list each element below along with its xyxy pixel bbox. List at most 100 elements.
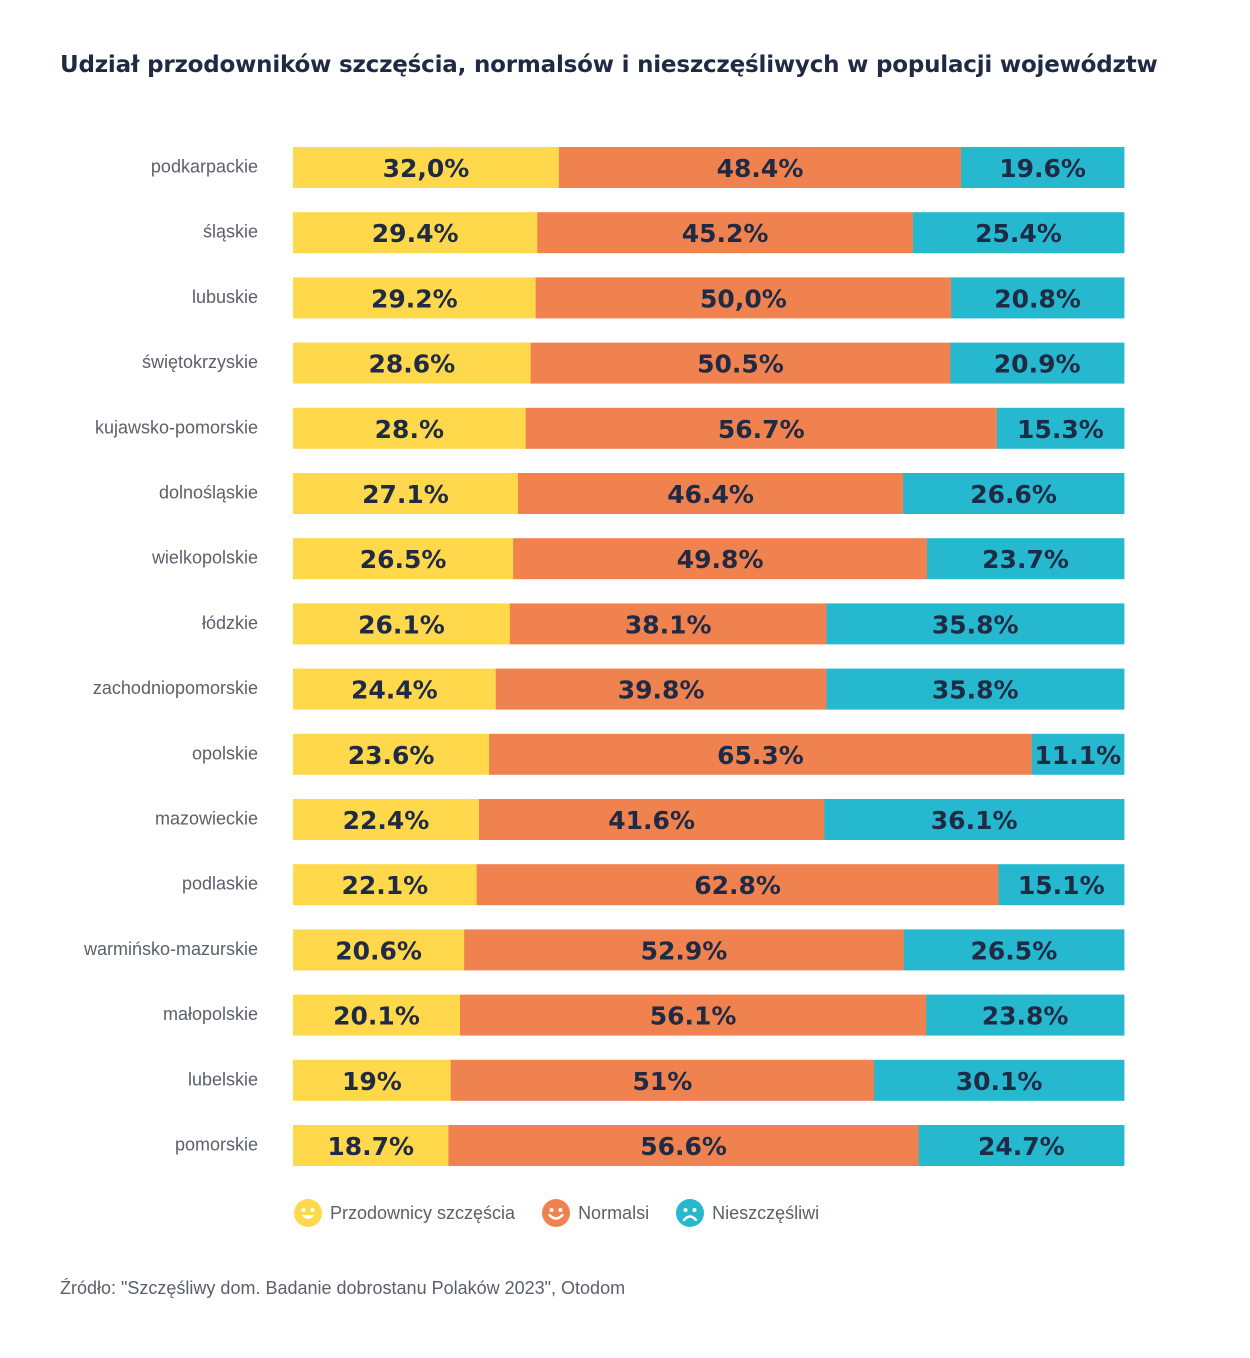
bar-segment-happy [293, 799, 480, 840]
data-label-happy: 28.% [375, 415, 444, 444]
data-label-happy: 22.1% [341, 871, 428, 900]
bar-segment-happy [293, 864, 478, 906]
category-label: dolnośląskie [159, 483, 258, 503]
bar-segment-happy [293, 668, 497, 710]
data-label-happy: 23.6% [348, 741, 435, 770]
legend-label-normal: Normalsi [578, 1202, 650, 1223]
data-label-unhappy: 35.8% [932, 676, 1019, 705]
legend-label-happy: Przodownicy szczęścia [330, 1202, 516, 1223]
bar-segment-unhappy [1031, 733, 1125, 775]
bar-segment-normal [535, 277, 952, 319]
bar-segment-unhappy [951, 277, 1125, 319]
data-label-unhappy: 19.6% [999, 154, 1086, 183]
source-note: Źródło: "Szczęśliwy dom. Badanie dobrost… [60, 1278, 626, 1298]
data-label-unhappy: 15.3% [1017, 415, 1104, 444]
bar-segment-happy [293, 342, 532, 384]
data-label-unhappy: 35.8% [932, 610, 1019, 639]
category-label: warmińsko-mazurskie [83, 939, 258, 959]
bar-segment-happy [293, 407, 527, 449]
legend-item-unhappy: Nieszczęśliwi [675, 1198, 819, 1228]
bar-segment-unhappy [961, 147, 1125, 188]
data-label-normal: 50,0% [700, 284, 787, 313]
category-label: śląskie [203, 222, 258, 242]
bar-segment-unhappy [824, 799, 1125, 840]
sad-face-icon [676, 1199, 705, 1227]
bar-segment-normal [537, 212, 914, 254]
stacked-bar-chart: podkarpackie 32,0% 48.4% 19.6% śląskie 29.4% 4… [83, 147, 1125, 1166]
data-label-normal: 56.7% [718, 415, 805, 444]
smile-face-icon [542, 1199, 571, 1227]
data-label-unhappy: 23.8% [982, 1002, 1069, 1031]
data-label-normal: 45.2% [682, 219, 769, 248]
data-label-happy: 28.6% [368, 350, 455, 379]
data-label-normal: 51% [633, 1067, 693, 1096]
legend-item-normal: Normalsi [541, 1198, 649, 1228]
category-label: mazowieckie [155, 809, 258, 829]
legend: Przodownicy szczęścia Normalsi Nieszczęś… [293, 1198, 845, 1228]
category-label: pomorskie [175, 1135, 258, 1155]
data-label-happy: 20.6% [335, 936, 422, 965]
data-label-happy: 27.1% [362, 480, 449, 509]
data-label-normal: 49.8% [677, 545, 764, 574]
bar-segment-unhappy [826, 603, 1125, 645]
chart-title: Udział przodowników szczęścia, normalsów… [60, 52, 1158, 78]
data-label-normal: 56.6% [640, 1132, 727, 1161]
data-label-unhappy: 26.5% [971, 936, 1058, 965]
data-label-happy: 20.1% [333, 1002, 420, 1031]
data-label-unhappy: 30.1% [956, 1067, 1043, 1096]
bar-segment-unhappy [950, 342, 1125, 384]
bar-segment-unhappy [903, 929, 1125, 971]
data-label-happy: 18.7% [327, 1132, 414, 1161]
bar-segment-normal [525, 407, 998, 449]
legend-item-happy: Przodownicy szczęścia [293, 1198, 515, 1228]
bar-segment-normal [489, 733, 1033, 775]
bar-segment-normal [530, 342, 951, 384]
data-label-normal: 50.5% [697, 350, 784, 379]
bar-segment-normal [558, 147, 962, 188]
data-label-normal: 62.8% [694, 871, 781, 900]
data-label-normal: 39.8% [618, 676, 705, 705]
bar-segment-normal [478, 799, 825, 840]
bar-segment-unhappy [996, 407, 1125, 449]
bar-segment-happy [293, 538, 514, 580]
data-label-unhappy: 20.9% [994, 350, 1081, 379]
data-label-normal: 41.6% [608, 806, 695, 835]
category-label: zachodniopomorskie [93, 678, 258, 698]
data-label-normal: 46.4% [667, 480, 754, 509]
bar-segment-happy [293, 1059, 452, 1101]
category-label: opolskie [192, 743, 258, 763]
bar-segment-normal [460, 994, 927, 1036]
category-label: małopolskie [163, 1004, 258, 1024]
bar-segment-unhappy [918, 1125, 1125, 1166]
category-label: podkarpackie [151, 157, 258, 177]
legend-label-unhappy: Nieszczęśliwi [712, 1202, 820, 1223]
category-label: lubelskie [188, 1069, 258, 1089]
bar-segment-normal [513, 538, 928, 580]
bar-segment-unhappy [874, 1059, 1125, 1101]
bar-segment-happy [293, 603, 511, 645]
bar-segment-happy [293, 929, 465, 971]
bar-segment-normal [517, 473, 904, 514]
data-label-happy: 26.1% [358, 610, 445, 639]
data-label-happy: 26.5% [360, 545, 447, 574]
data-label-unhappy: 36.1% [931, 806, 1018, 835]
data-label-normal: 56.1% [650, 1002, 737, 1031]
data-label-happy: 29.2% [371, 284, 458, 313]
bar-segment-normal [509, 603, 827, 645]
bar-segment-unhappy [998, 864, 1125, 906]
bar-segment-happy [293, 733, 490, 775]
data-label-unhappy: 20.8% [994, 284, 1081, 313]
bar-segment-unhappy [912, 212, 1125, 254]
data-label-happy: 29.4% [372, 219, 459, 248]
smile-face-icon [294, 1199, 322, 1227]
bar-segment-normal [448, 1125, 920, 1166]
data-label-normal: 52.9% [641, 936, 728, 965]
bar-segment-normal [464, 929, 905, 971]
bar-segment-happy [293, 1125, 449, 1166]
data-label-normal: 48.4% [717, 154, 804, 183]
bar-segment-unhappy [903, 473, 1125, 514]
category-label: podlaskie [182, 874, 258, 894]
category-label: kujawsko-pomorskie [95, 417, 258, 437]
bar-segment-unhappy [926, 994, 1125, 1036]
data-label-normal: 65.3% [717, 741, 804, 770]
